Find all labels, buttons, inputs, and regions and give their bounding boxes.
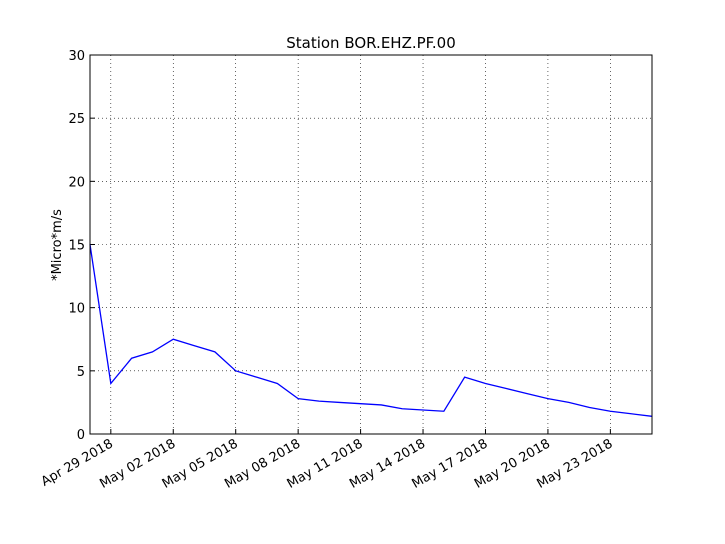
y-tick-label: 30 — [68, 49, 85, 64]
y-tick-label: 10 — [68, 302, 85, 317]
y-tick-label: 0 — [77, 428, 85, 443]
y-axis-label: *Micro*m/s — [50, 209, 65, 281]
y-tick-label: 15 — [68, 239, 85, 254]
y-tick-label: 25 — [68, 112, 85, 127]
y-tick-label: 5 — [77, 365, 85, 380]
chart-title: Station BOR.EHZ.PF.00 — [286, 34, 456, 52]
data-line — [89, 244, 653, 417]
plot-frame — [89, 54, 653, 435]
y-tick-label: 20 — [68, 175, 85, 190]
